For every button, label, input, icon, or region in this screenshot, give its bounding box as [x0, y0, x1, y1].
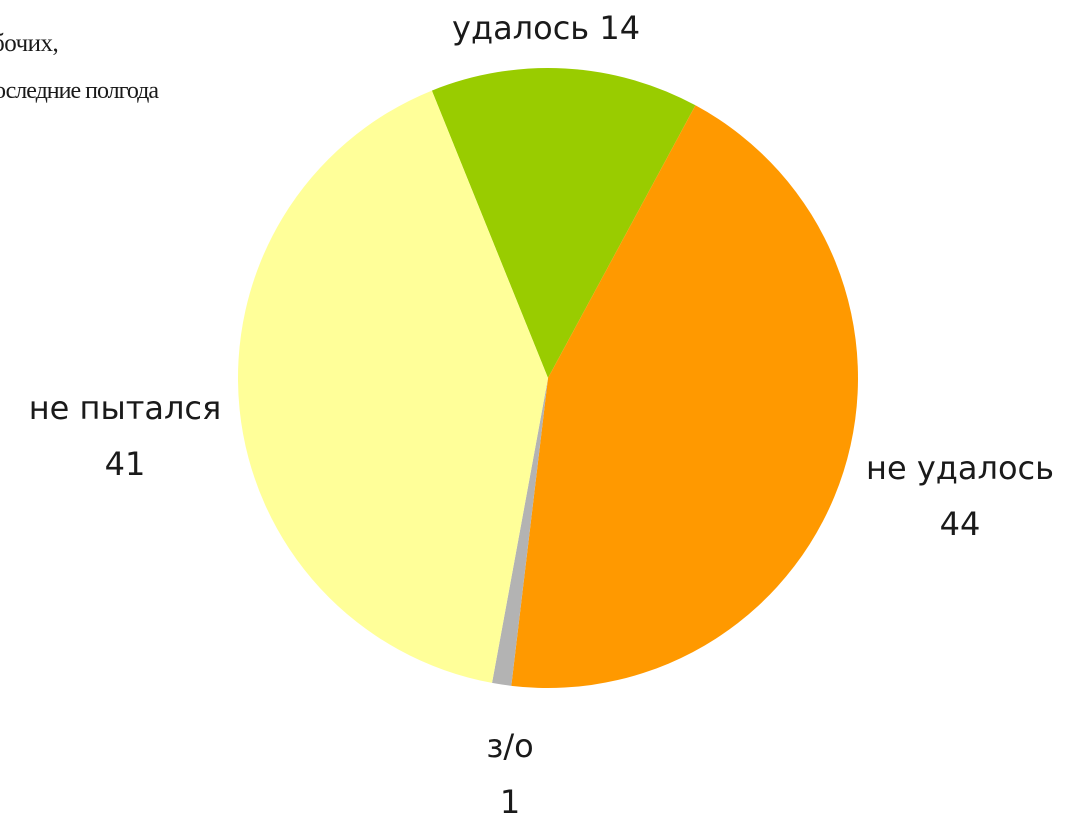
chart-title-line-1: бочих,: [0, 30, 59, 57]
slice-label-zo: з/о 1: [450, 718, 570, 819]
slice-ne-udalos: [511, 105, 858, 689]
chart-title-line-2: оследние полгода: [0, 78, 159, 104]
slice-label-ne-udalos-name: не удалось: [866, 449, 1054, 487]
slice-zo: [492, 378, 548, 686]
slice-ne-pytalsya: [237, 90, 548, 683]
slice-label-ne-pytalsya-name: не пытался: [28, 389, 222, 427]
slice-label-ne-udalos-value: 44: [939, 505, 981, 543]
slice-udalos: [431, 67, 696, 378]
slice-label-udalos-value: 14: [599, 9, 641, 47]
slice-label-ne-udalos: не удалось 44: [855, 440, 1065, 552]
slice-label-udalos-name: удалось: [452, 9, 590, 47]
slice-label-ne-pytalsya-value: 41: [104, 445, 146, 483]
slice-label-zo-name: з/о: [486, 727, 534, 765]
slice-label-ne-pytalsya: не пытался 41: [10, 380, 240, 492]
slice-label-zo-value: 1: [499, 783, 521, 819]
slice-label-udalos: удалось 14: [452, 0, 640, 56]
